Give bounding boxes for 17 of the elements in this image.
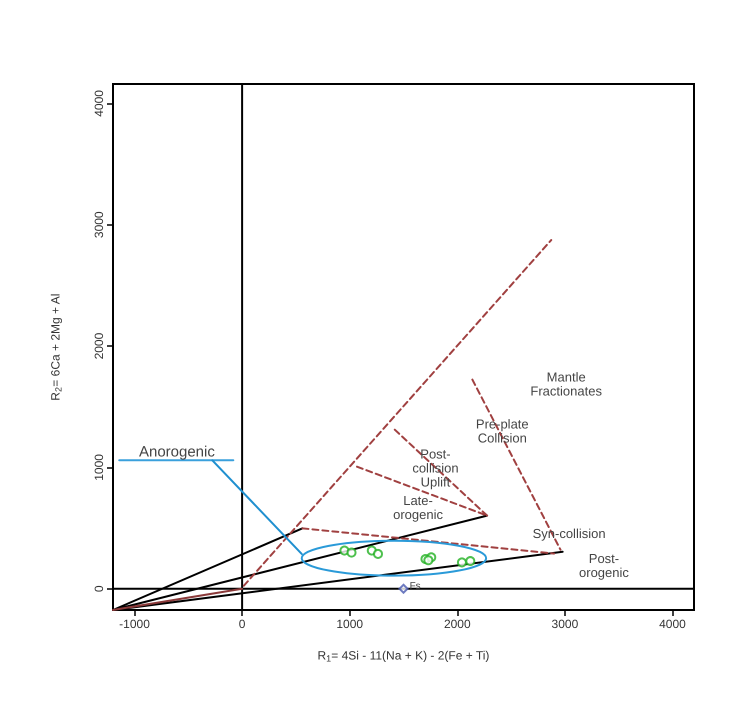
x-tick-label: 4000	[659, 617, 686, 631]
y-tick-label: 0	[92, 585, 106, 592]
y-axis-title: R2= 6Ca + 2Mg + Al	[48, 294, 64, 401]
y-tick-label: 4000	[92, 90, 106, 117]
annotation: Pre-plate Collision	[476, 416, 529, 446]
x-tick-label: 1000	[336, 617, 364, 631]
annotation: Late- orogenic	[393, 492, 444, 522]
y-tick-label: 2000	[92, 332, 106, 360]
annotation: Mantle Fractionates	[530, 369, 602, 398]
annotation: Anorogenic	[138, 444, 216, 461]
x-tick-label: 0	[238, 617, 246, 631]
annotation: Post- orogenic	[579, 550, 630, 580]
x-tick-label: -1000	[119, 617, 150, 631]
y-tick-label: 3000	[92, 211, 106, 238]
x-tick-label: 2000	[444, 617, 471, 631]
y-tick-label: 1000	[92, 454, 106, 481]
x-tick-label: 3000	[552, 617, 579, 631]
